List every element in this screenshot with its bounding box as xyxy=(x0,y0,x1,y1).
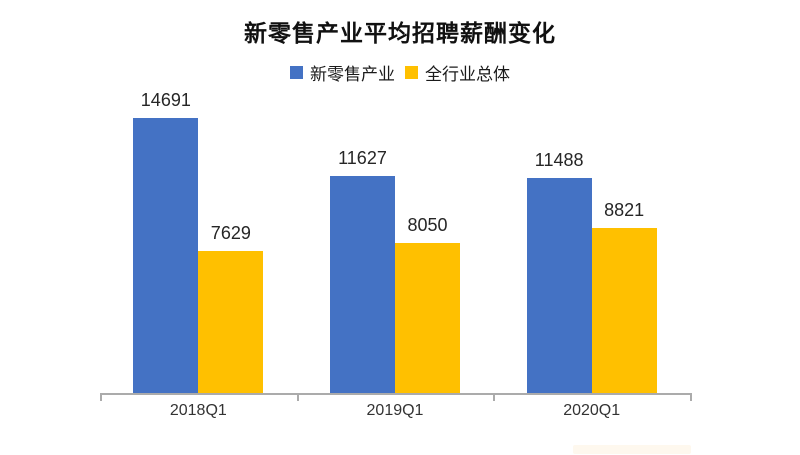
legend-item-1: 全行业总体 xyxy=(405,60,510,85)
bar-value-label: 11488 xyxy=(534,150,584,170)
bar-series1-2019Q1: 8050 xyxy=(394,215,460,394)
legend-swatch-icon xyxy=(290,66,303,79)
bar-series0-2020Q1: 11488 xyxy=(526,150,592,394)
chart-title: 新零售产业平均招聘薪酬变化 xyxy=(244,20,556,46)
x-axis-tick xyxy=(100,393,102,401)
plot-area: 14691 7629 11627 8050 11488 8821 xyxy=(100,90,690,394)
bar-value-label: 11627 xyxy=(338,148,387,168)
bar-series0-2018Q1: 14691 xyxy=(133,90,199,394)
legend-swatch-icon xyxy=(405,66,418,79)
chart-legend: 新零售产业 全行业总体 xyxy=(0,60,800,85)
bar-value-label: 8050 xyxy=(407,215,448,235)
bar-series0-2019Q1: 11627 xyxy=(329,148,395,394)
x-axis-tick xyxy=(297,393,299,401)
bar-group-2018Q1: 14691 7629 xyxy=(100,90,297,394)
x-axis-label-2019Q1: 2019Q1 xyxy=(366,402,424,419)
bar-value-label: 7629 xyxy=(210,223,251,243)
legend-label: 全行业总体 xyxy=(425,65,510,84)
x-axis-label-2020Q1: 2020Q1 xyxy=(563,402,621,419)
bar-value-label: 14691 xyxy=(140,90,191,110)
legend-label: 新零售产业 xyxy=(310,65,395,84)
legend-item-0: 新零售产业 xyxy=(290,60,395,85)
bar-group-2019Q1: 11627 8050 xyxy=(297,100,494,394)
bar-group-2020Q1: 11488 8821 xyxy=(493,100,690,394)
x-axis-tick xyxy=(690,393,692,401)
faint-watermark-remnant xyxy=(573,445,691,454)
bar-value-label: 8821 xyxy=(604,200,645,220)
x-axis-tick xyxy=(493,393,495,401)
bar-series1-2018Q1: 7629 xyxy=(198,223,264,394)
bar-series1-2020Q1: 8821 xyxy=(591,200,657,394)
x-axis-line xyxy=(100,393,691,395)
x-axis-label-2018Q1: 2018Q1 xyxy=(169,402,227,419)
